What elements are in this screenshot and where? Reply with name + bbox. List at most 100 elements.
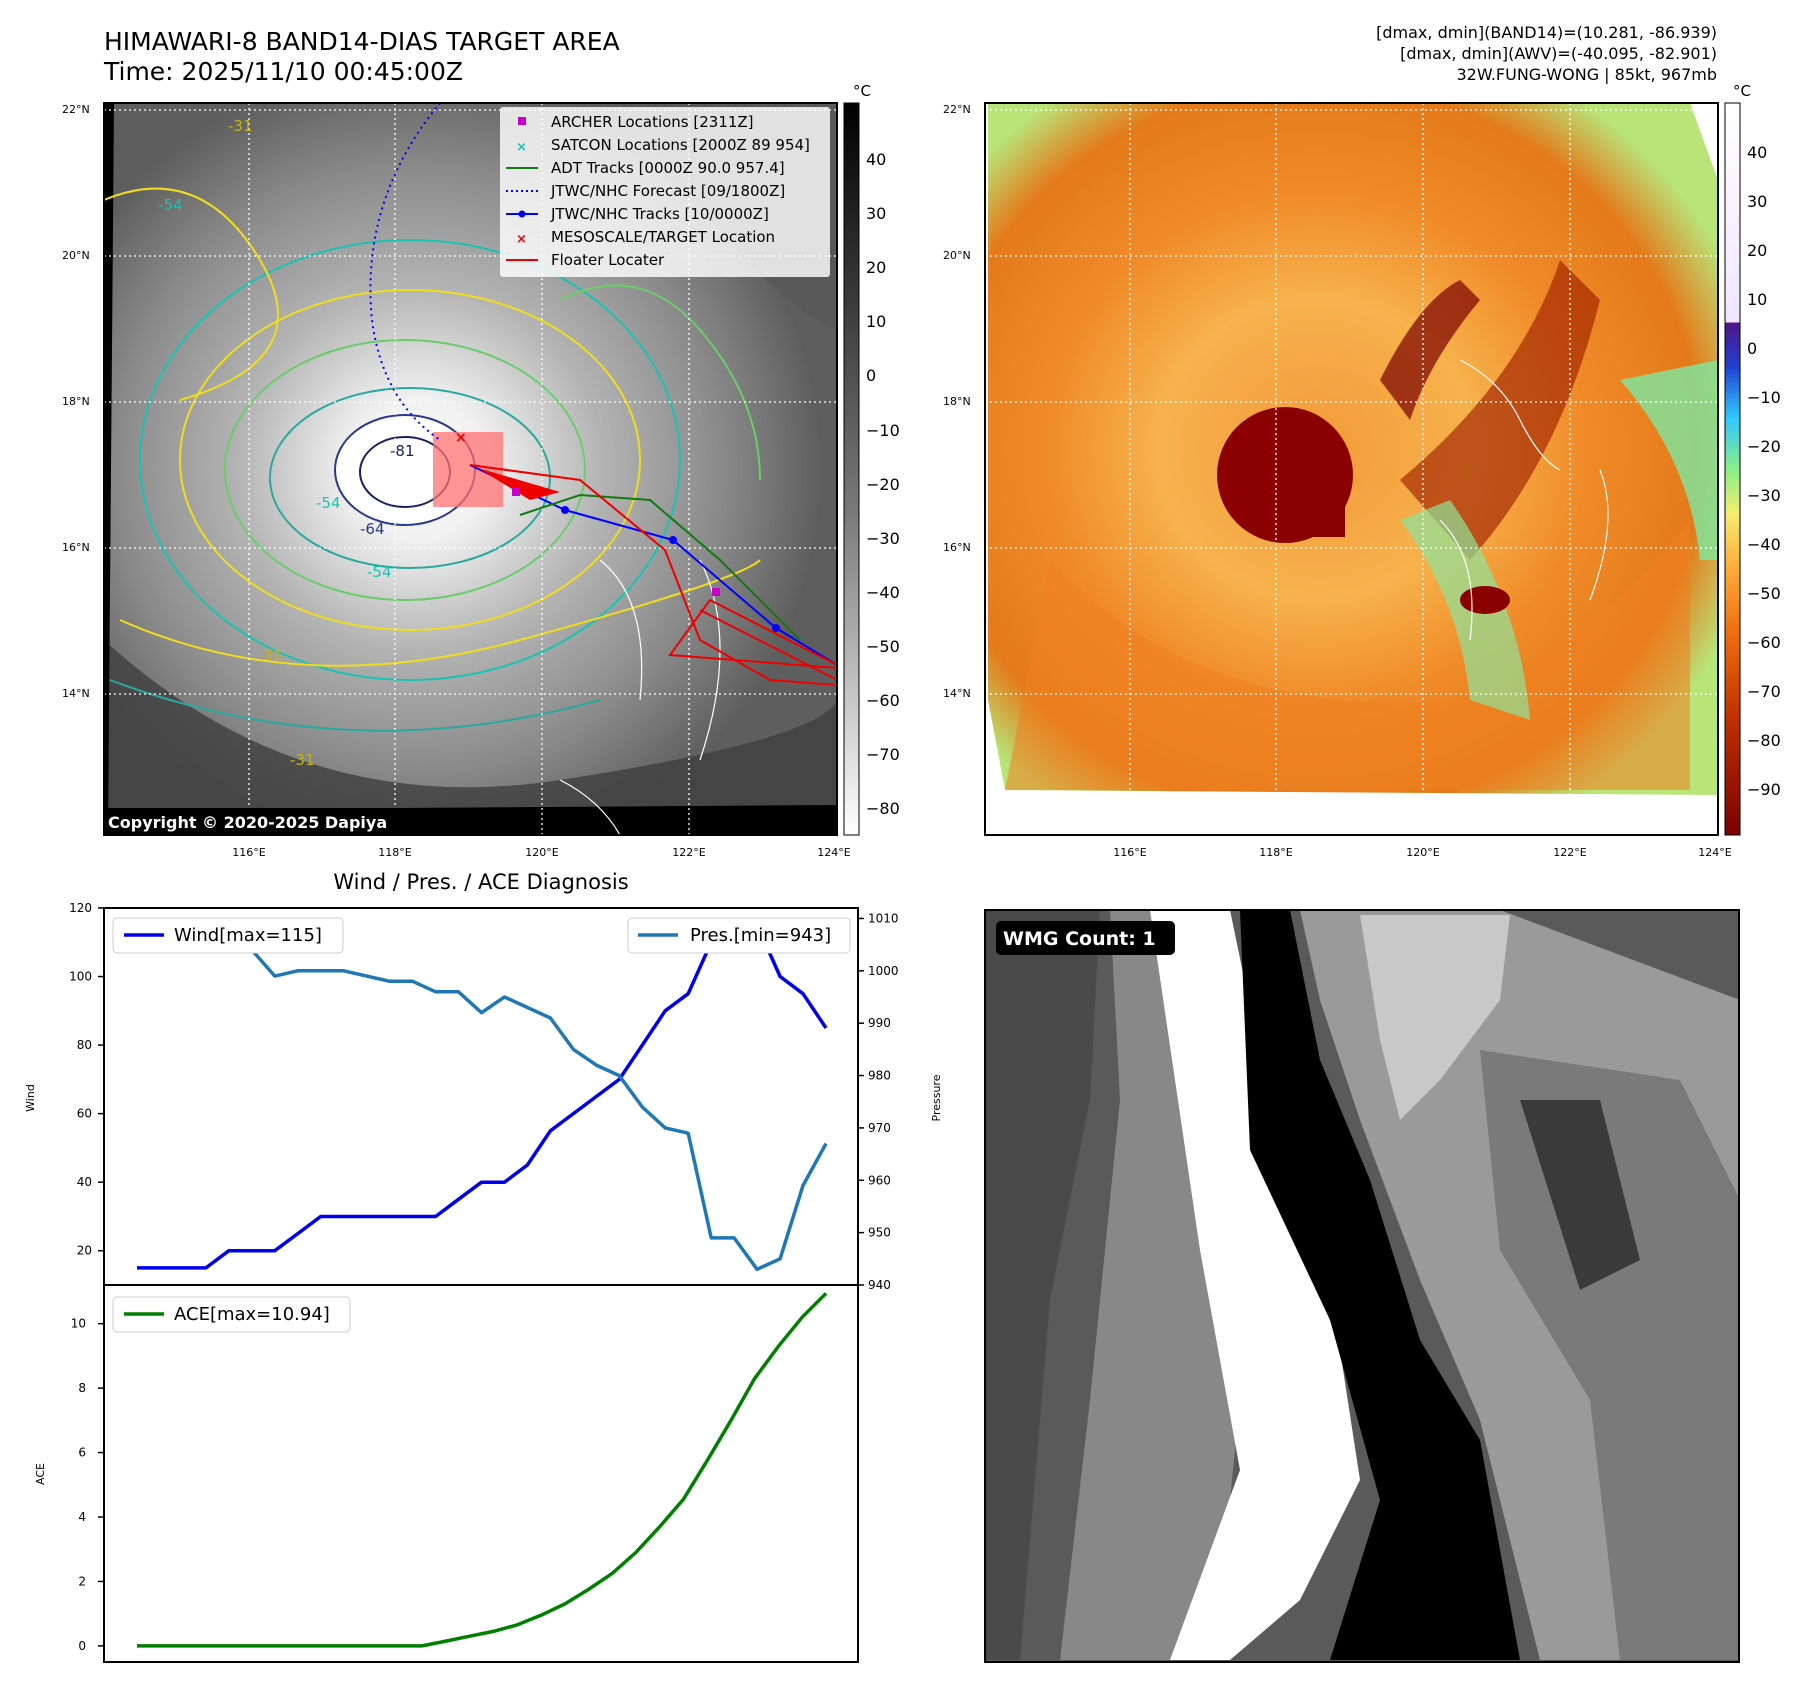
pressure-tick-label: 1000 bbox=[868, 964, 899, 978]
ace-frame bbox=[103, 1284, 859, 1663]
wind-axis-label: Wind bbox=[24, 1084, 37, 1112]
contour-line bbox=[109, 679, 601, 732]
wind-axis-ticks: 20 40 60 80 100 120 bbox=[69, 901, 104, 1258]
contour-label: -54 bbox=[158, 196, 183, 214]
lon-label: 116°E bbox=[1113, 846, 1146, 859]
awv-colorbar-unit: °C bbox=[1733, 82, 1751, 100]
contour-line bbox=[139, 239, 681, 681]
wmg-region bbox=[1360, 915, 1510, 1120]
lat-label: 20°N bbox=[943, 249, 971, 262]
wind-tick-label: 100 bbox=[69, 970, 92, 984]
legend-item-label: JTWC/NHC Tracks [10/0000Z] bbox=[550, 205, 769, 223]
pressure-tick-label: 1010 bbox=[868, 911, 899, 925]
wmg-frame bbox=[984, 909, 1740, 1663]
pressure-legend-label: Pres.[min=943] bbox=[690, 925, 831, 946]
awv-dry-band bbox=[1400, 260, 1600, 560]
ir-edge-nodata bbox=[104, 103, 114, 835]
contour-label: -81 bbox=[390, 442, 415, 460]
diagnosis-title: Wind / Pres. / ACE Diagnosis bbox=[333, 870, 628, 894]
ace-tick-label: 0 bbox=[78, 1639, 86, 1653]
floater-locater bbox=[668, 598, 837, 682]
ace-tick-label: 2 bbox=[78, 1574, 86, 1588]
awv-dry-band bbox=[1380, 280, 1480, 420]
figure-time: Time: 2025/11/10 00:45:00Z bbox=[103, 57, 463, 86]
ir-legend: ARCHER Locations [2311Z] × SATCON Locati… bbox=[506, 113, 810, 269]
ace-tick-label: 4 bbox=[78, 1510, 86, 1524]
awv-range: [dmax, dmin](AWV)=(-40.095, -82.901) bbox=[1400, 44, 1717, 63]
colorbar-tick: −20 bbox=[1747, 437, 1781, 456]
adt-track bbox=[519, 493, 801, 641]
pressure-axis-ticks: 940 950 960 970 980 990 1000 1010 bbox=[858, 911, 899, 1292]
lat-label: 14°N bbox=[943, 687, 971, 700]
wmg-panel: WMG Count: 1 bbox=[984, 909, 1740, 1663]
awv-map-panel: 22°N 20°N 18°N 16°N 14°N 116°E 118°E 120… bbox=[943, 82, 1781, 859]
lon-label: 124°E bbox=[1698, 846, 1731, 859]
coastline bbox=[1439, 359, 1609, 641]
colorbar-tick: −20 bbox=[866, 475, 900, 494]
wind-legend: Wind[max=115] bbox=[112, 917, 344, 954]
legend-item-label: SATCON Locations [2000Z 89 954] bbox=[551, 136, 810, 154]
jtwc-track-point bbox=[772, 624, 780, 632]
awv-moist-region bbox=[1400, 500, 1530, 720]
pressure-tick-label: 940 bbox=[868, 1278, 891, 1292]
jtwc-forecast-track bbox=[369, 103, 441, 441]
contour-label: -31 bbox=[258, 646, 283, 664]
ace-tick-label: 10 bbox=[71, 1317, 86, 1331]
colorbar-tick: 20 bbox=[866, 258, 886, 277]
colorbar-tick: −40 bbox=[866, 583, 900, 602]
copyright-text: Copyright © 2020-2025 Dapiya bbox=[108, 813, 387, 832]
lon-label: 116°E bbox=[232, 846, 265, 859]
lon-label: 120°E bbox=[525, 846, 558, 859]
contour-label: -54 bbox=[367, 563, 392, 581]
wind-tick-label: 120 bbox=[69, 901, 92, 915]
contour-line bbox=[179, 289, 641, 631]
lon-label: 122°E bbox=[1553, 846, 1586, 859]
wmg-region bbox=[1150, 910, 1360, 1660]
colorbar-tick: 30 bbox=[866, 204, 886, 223]
colorbar-tick: 0 bbox=[1747, 339, 1757, 358]
colorbar-tick: 40 bbox=[866, 150, 886, 169]
wmg-region bbox=[1480, 1050, 1740, 1660]
colorbar-tick: −40 bbox=[1747, 535, 1781, 554]
ir-south-dark-band bbox=[104, 640, 837, 835]
ace-tick-label: 6 bbox=[78, 1446, 86, 1460]
x-marker-icon: × bbox=[516, 140, 527, 155]
awv-gridlines bbox=[985, 103, 1718, 835]
storm-info: 32W.FUNG-WONG | 85kt, 967mb bbox=[1456, 65, 1717, 84]
jtwc-track-point bbox=[561, 506, 569, 514]
legend-item-label: ARCHER Locations [2311Z] bbox=[551, 113, 754, 131]
lon-label: 120°E bbox=[1406, 846, 1439, 859]
ir-colorbar bbox=[843, 102, 860, 836]
lon-label: 122°E bbox=[672, 846, 705, 859]
wind-pressure-chart: Wind / Pres. / ACE Diagnosis 20 40 60 80 100… bbox=[24, 870, 943, 1292]
colorbar-tick: 10 bbox=[866, 312, 886, 331]
ace-axis-ticks: 0 2 4 6 8 10 bbox=[71, 1317, 104, 1653]
jtwc-track-point bbox=[669, 536, 677, 544]
wmg-region bbox=[985, 910, 1100, 1660]
colorbar-tick: 40 bbox=[1747, 143, 1767, 162]
contour-line bbox=[104, 187, 279, 401]
wmg-label-box bbox=[996, 921, 1175, 955]
line-dot-icon bbox=[518, 210, 526, 218]
pressure-tick-label: 950 bbox=[868, 1226, 891, 1240]
contour-label: -64 bbox=[360, 520, 385, 538]
pressure-tick-label: 990 bbox=[868, 1016, 891, 1030]
pressure-tick-label: 980 bbox=[868, 1069, 891, 1083]
awv-outer-band bbox=[1005, 520, 1690, 790]
x-marker-icon: × bbox=[516, 232, 527, 247]
awv-map-frame bbox=[984, 102, 1719, 836]
colorbar-tick: −50 bbox=[866, 637, 900, 656]
legend-item-label: JTWC/NHC Forecast [09/1800Z] bbox=[550, 182, 785, 200]
archer-marker bbox=[512, 488, 520, 496]
target-area-box bbox=[433, 432, 503, 507]
archer-marker bbox=[712, 588, 720, 596]
contour-label: -54 bbox=[316, 494, 341, 512]
ace-axis-label: ACE bbox=[34, 1463, 47, 1485]
colorbar-tick: −80 bbox=[1747, 731, 1781, 750]
lat-label: 20°N bbox=[62, 249, 90, 262]
legend-item-label: Floater Locater bbox=[551, 251, 665, 269]
colorbar-tick: −10 bbox=[1747, 388, 1781, 407]
colorbar-tick: −80 bbox=[866, 799, 900, 818]
ir-colorbar-unit: °C bbox=[853, 82, 871, 100]
